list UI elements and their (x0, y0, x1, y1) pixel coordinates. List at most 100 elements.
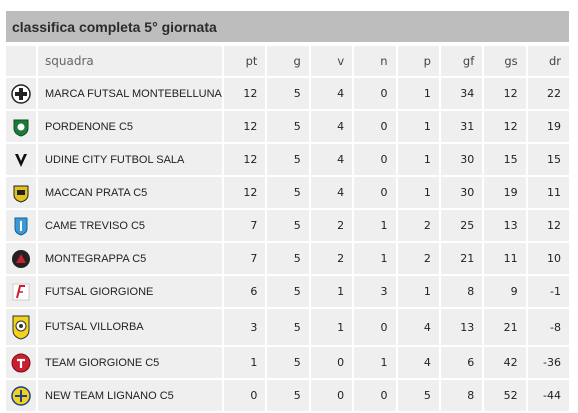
cell-n: 0 (352, 380, 396, 411)
cell-gs: 21 (482, 309, 526, 345)
cell-n: 3 (352, 276, 396, 307)
team-name[interactable]: NEW TEAM LIGNANO C5 (36, 380, 222, 411)
cell-n: 0 (352, 144, 396, 175)
cell-v: 4 (308, 111, 353, 142)
cell-dr: -1 (525, 276, 569, 307)
cell-pt: 1 (222, 347, 266, 378)
team-name[interactable]: CAME TREVISO C5 (36, 210, 222, 241)
cell-n: 0 (352, 111, 396, 142)
cell-pt: 3 (222, 309, 266, 345)
team-name[interactable]: PORDENONE C5 (36, 111, 222, 142)
cell-gs: 11 (482, 243, 526, 274)
team-logo-cell (6, 309, 36, 345)
team-name[interactable]: MONTEGRAPPA C5 (36, 243, 222, 274)
cell-gs: 13 (482, 210, 526, 241)
team-logo-cell (6, 347, 36, 378)
team-name[interactable]: UDINE CITY FUTBOL SALA (36, 144, 222, 175)
table-row: CAME TREVISO C5 7 5 2 1 2 25 13 12 (6, 210, 569, 241)
cell-v: 0 (308, 380, 353, 411)
cell-gf: 8 (438, 380, 483, 411)
cell-p: 1 (395, 177, 439, 208)
cell-dr: 15 (525, 144, 569, 175)
cell-pt: 6 (222, 276, 266, 307)
cell-p: 1 (395, 144, 439, 175)
cell-dr: -8 (525, 309, 569, 345)
cell-n: 1 (352, 347, 396, 378)
cell-pt: 12 (222, 144, 266, 175)
new-team-lignano-logo-icon (11, 385, 31, 406)
team-name[interactable]: TEAM GIORGIONE C5 (36, 347, 222, 378)
cell-g: 5 (265, 309, 309, 345)
standings-widget: classifica completa 5° giornata squadra … (6, 11, 569, 413)
cell-pt: 12 (222, 111, 266, 142)
cell-g: 5 (265, 380, 309, 411)
cell-pt: 0 (222, 380, 266, 411)
standings-table: squadra pt g v n p gf gs dr (6, 44, 569, 413)
team-logo-cell (6, 111, 36, 142)
cell-p: 4 (395, 347, 439, 378)
cell-gs: 52 (482, 380, 526, 411)
marca-futsal-logo-icon (11, 83, 31, 104)
table-row: MARCA FUTSAL MONTEBELLUNA 12 5 4 0 1 34 … (6, 78, 569, 109)
header-v: v (308, 46, 353, 76)
cell-p: 5 (395, 380, 439, 411)
cell-v: 4 (308, 78, 353, 109)
cell-g: 5 (265, 347, 309, 378)
cell-p: 2 (395, 210, 439, 241)
cell-p: 1 (395, 111, 439, 142)
came-treviso-logo-icon (14, 217, 28, 236)
cell-pt: 12 (222, 177, 266, 208)
team-logo-cell (6, 243, 36, 274)
cell-n: 0 (352, 309, 396, 345)
cell-n: 0 (352, 78, 396, 109)
cell-v: 0 (308, 347, 353, 378)
cell-dr: 10 (525, 243, 569, 274)
header-dr: dr (525, 46, 569, 76)
cell-g: 5 (265, 276, 309, 307)
table-row: FUTSAL VILLORBA 3 5 1 0 4 13 21 -8 (6, 309, 569, 345)
cell-gs: 9 (482, 276, 526, 307)
team-logo-cell (6, 380, 36, 411)
cell-dr: 22 (525, 78, 569, 109)
pordenone-logo-icon (13, 119, 29, 137)
team-name[interactable]: MARCA FUTSAL MONTEBELLUNA (36, 78, 222, 109)
cell-n: 0 (352, 177, 396, 208)
cell-v: 4 (308, 144, 353, 175)
cell-g: 5 (265, 243, 309, 274)
team-name[interactable]: MACCAN PRATA C5 (36, 177, 222, 208)
team-name[interactable]: FUTSAL GIORGIONE (36, 276, 222, 307)
team-name[interactable]: FUTSAL VILLORBA (36, 309, 222, 345)
header-gf: gf (438, 46, 483, 76)
standings-title: classifica completa 5° giornata (6, 11, 569, 42)
futsal-giorgione-logo-icon (12, 283, 30, 300)
cell-dr: 11 (525, 177, 569, 208)
cell-gs: 15 (482, 144, 526, 175)
cell-gf: 8 (438, 276, 483, 307)
cell-dr: 12 (525, 210, 569, 241)
table-header-row: squadra pt g v n p gf gs dr (6, 46, 569, 76)
table-row: TEAM GIORGIONE C5 1 5 0 1 4 6 42 -36 (6, 347, 569, 378)
cell-dr: -44 (525, 380, 569, 411)
table-row: MONTEGRAPPA C5 7 5 2 1 2 21 11 10 (6, 243, 569, 274)
header-pt: pt (222, 46, 266, 76)
header-gs: gs (482, 46, 526, 76)
team-logo-cell (6, 276, 36, 307)
cell-gs: 19 (482, 177, 526, 208)
cell-v: 1 (308, 276, 353, 307)
montegrappa-logo-icon (12, 249, 30, 268)
cell-pt: 7 (222, 210, 266, 241)
cell-gf: 13 (438, 309, 483, 345)
team-logo-cell (6, 78, 36, 109)
cell-gf: 6 (438, 347, 483, 378)
cell-dr: 19 (525, 111, 569, 142)
header-p: p (395, 46, 439, 76)
cell-v: 2 (308, 210, 353, 241)
cell-p: 4 (395, 309, 439, 345)
cell-n: 1 (352, 210, 396, 241)
cell-g: 5 (265, 177, 309, 208)
cell-p: 1 (395, 78, 439, 109)
cell-n: 1 (352, 243, 396, 274)
table-row: NEW TEAM LIGNANO C5 0 5 0 0 5 8 52 -44 (6, 380, 569, 411)
cell-pt: 12 (222, 78, 266, 109)
team-giorgione-logo-icon (11, 353, 31, 372)
